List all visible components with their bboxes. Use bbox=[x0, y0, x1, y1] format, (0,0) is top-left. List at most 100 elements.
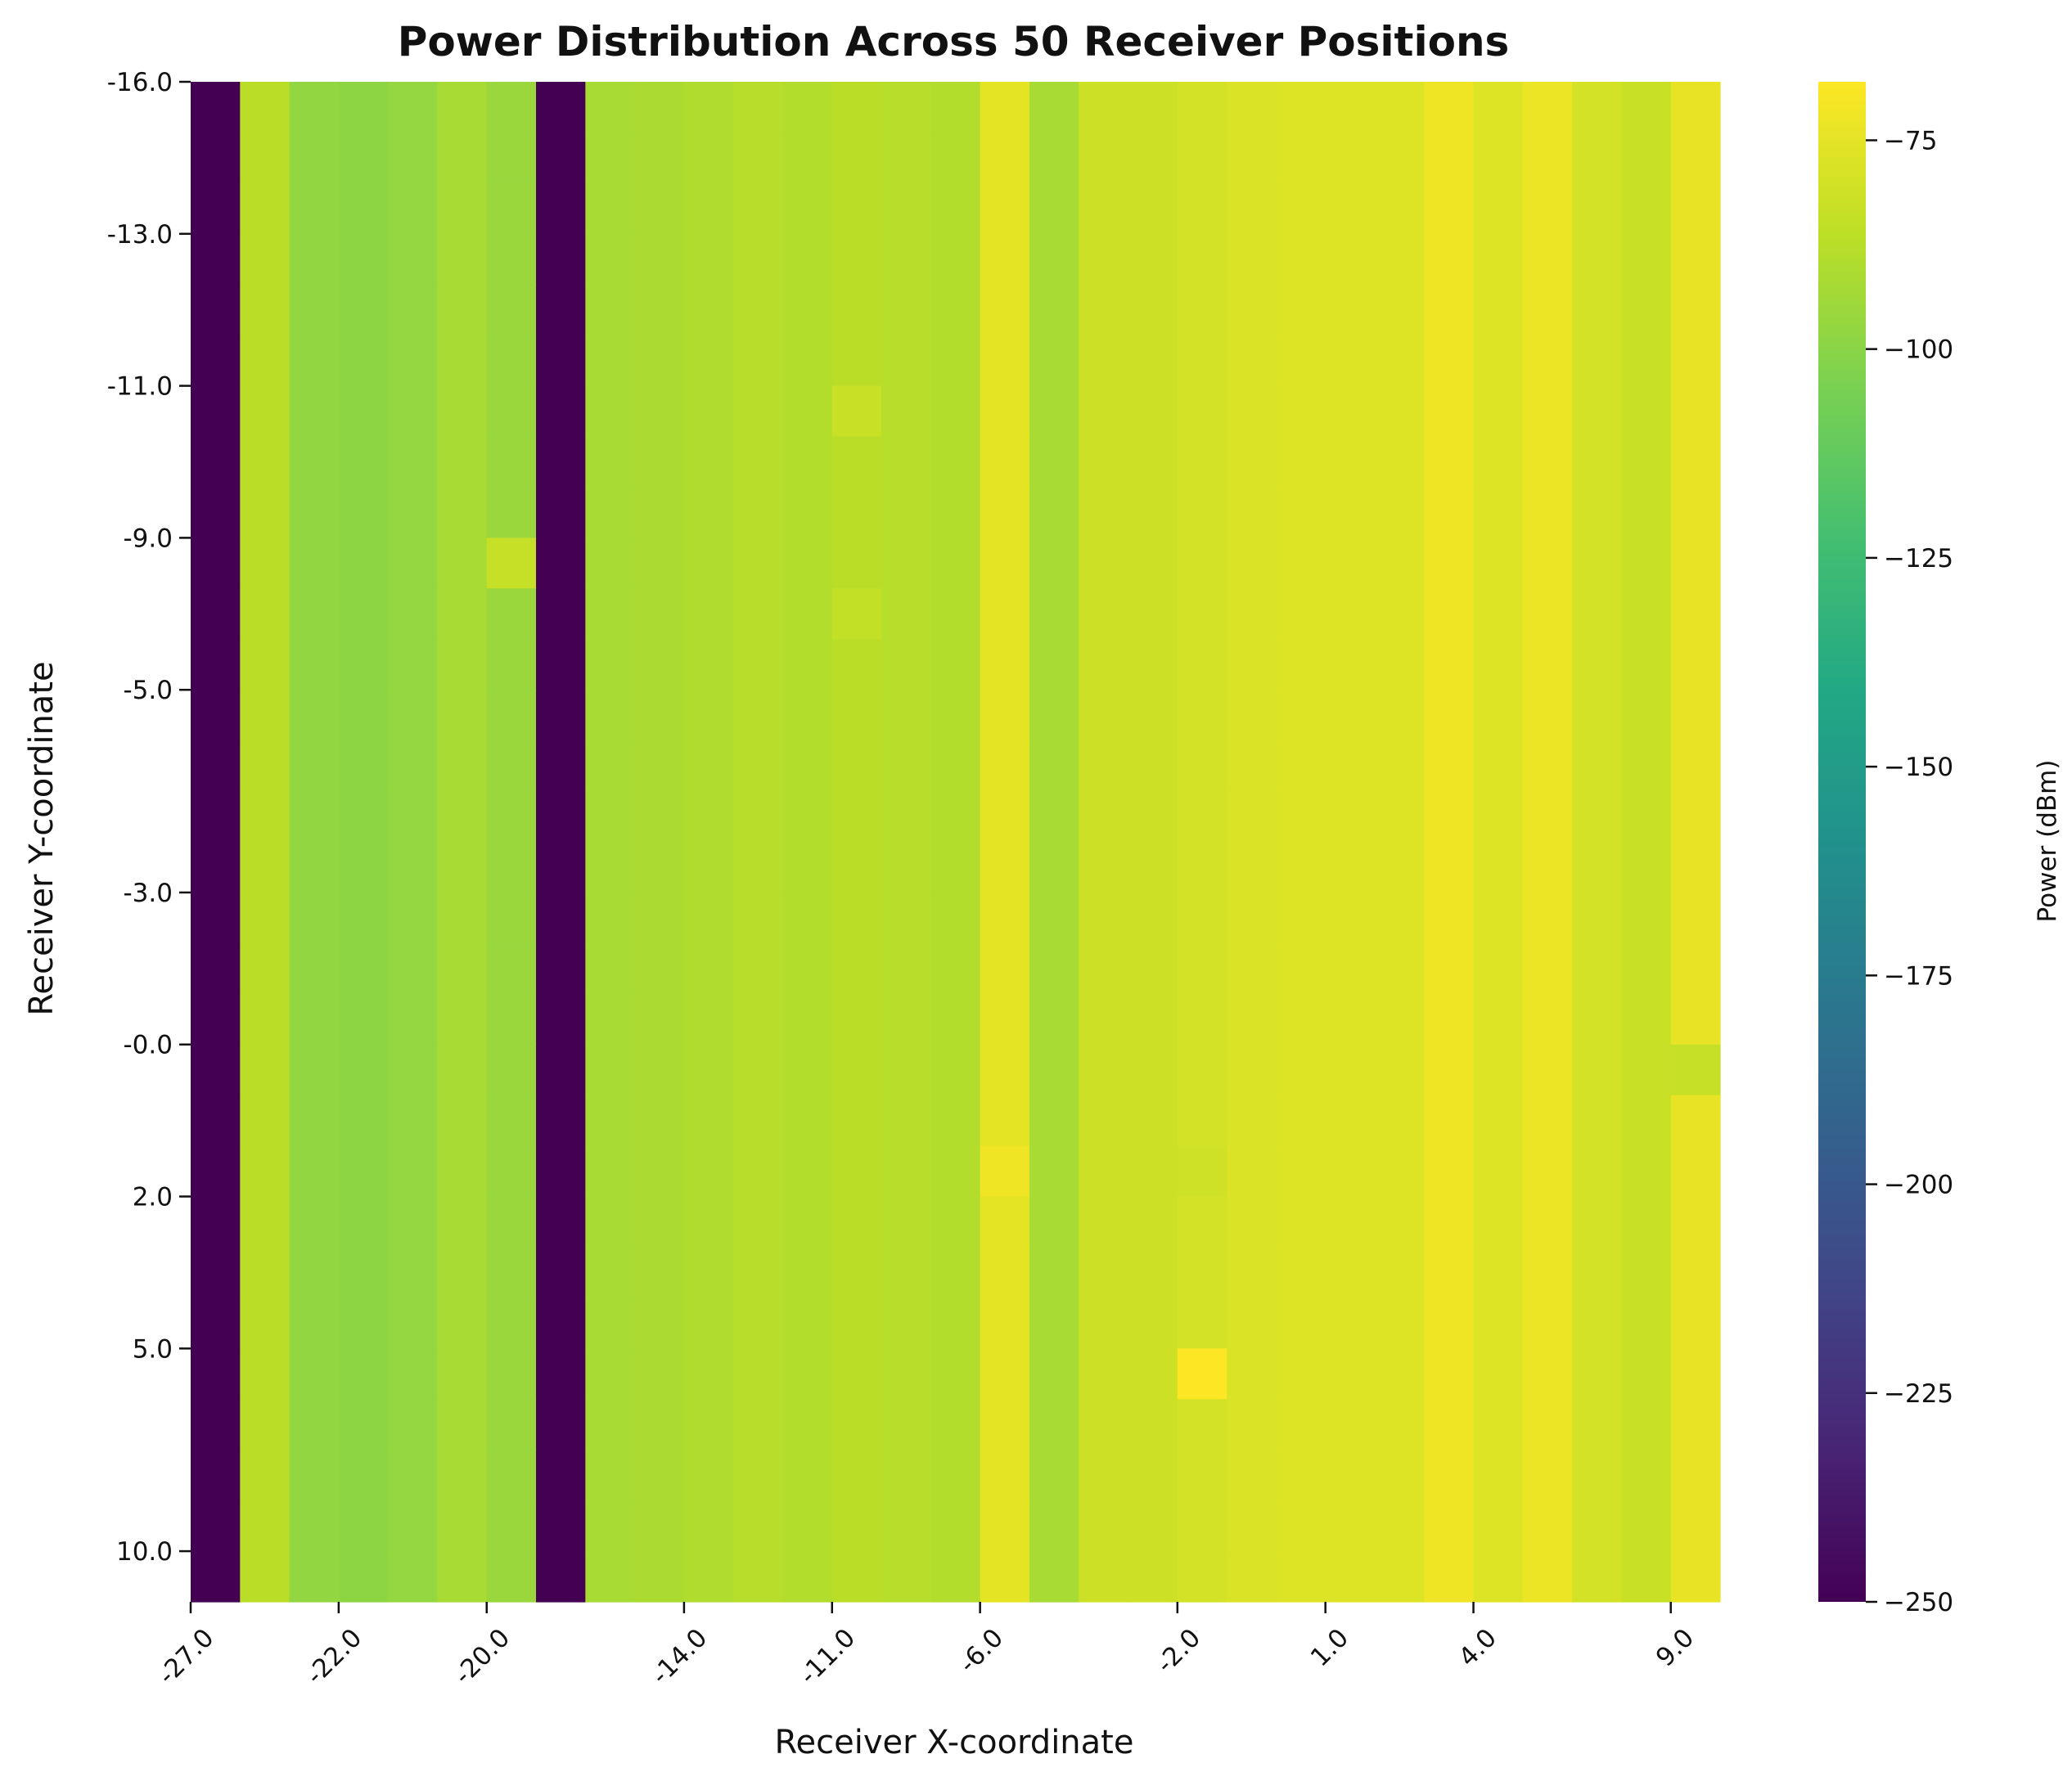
heatmap-cell bbox=[1276, 1450, 1327, 1501]
heatmap-cell bbox=[831, 132, 882, 184]
heatmap-cell bbox=[191, 1399, 241, 1450]
heatmap-cell bbox=[1473, 588, 1524, 640]
heatmap-cell bbox=[1325, 284, 1376, 336]
heatmap-cell bbox=[1227, 537, 1277, 589]
heatmap-cell bbox=[733, 385, 784, 438]
heatmap-cell bbox=[831, 487, 882, 538]
heatmap-cell bbox=[191, 942, 241, 995]
heatmap-cell bbox=[1621, 842, 1672, 893]
heatmap-cell bbox=[1572, 1145, 1623, 1198]
heatmap-cell bbox=[881, 1044, 931, 1096]
heatmap-cell bbox=[1374, 1500, 1425, 1552]
heatmap-cell bbox=[1621, 993, 1672, 1046]
heatmap-cell bbox=[1325, 1247, 1376, 1298]
heatmap-cell bbox=[1374, 284, 1425, 336]
x-tick-label: 9.0 bbox=[1651, 1623, 1700, 1672]
heatmap-cell bbox=[486, 1348, 537, 1400]
heatmap-cell bbox=[1325, 1500, 1376, 1552]
heatmap-cell bbox=[1473, 740, 1524, 792]
heatmap-cell bbox=[1670, 132, 1721, 184]
heatmap-cell bbox=[1621, 436, 1672, 488]
heatmap-cell bbox=[1621, 791, 1672, 843]
heatmap-cell bbox=[1325, 335, 1376, 387]
heatmap-cell bbox=[338, 1298, 389, 1349]
heatmap-cell bbox=[1424, 892, 1475, 944]
heatmap-cell bbox=[1029, 639, 1079, 690]
heatmap-cell bbox=[1029, 1500, 1079, 1552]
colorbar-tick-label: −225 bbox=[1884, 1379, 1953, 1409]
heatmap-cell bbox=[1522, 690, 1573, 741]
heatmap-cell bbox=[1325, 1298, 1376, 1349]
heatmap-cell bbox=[289, 588, 340, 640]
heatmap-cell bbox=[1473, 690, 1524, 741]
heatmap-cell bbox=[289, 842, 340, 893]
heatmap-cell bbox=[486, 1145, 537, 1198]
heatmap-cell bbox=[289, 1298, 340, 1349]
heatmap-cell bbox=[733, 842, 784, 893]
heatmap-cell bbox=[1621, 1196, 1672, 1248]
heatmap-cell bbox=[486, 1095, 537, 1147]
heatmap-cell bbox=[831, 1399, 882, 1450]
heatmap-cell bbox=[191, 892, 241, 944]
heatmap-cell bbox=[1029, 1551, 1079, 1603]
heatmap-cell bbox=[486, 385, 537, 438]
heatmap-cell bbox=[683, 588, 734, 640]
heatmap-cell bbox=[585, 1500, 636, 1552]
heatmap-cell bbox=[437, 740, 488, 792]
x-axis-label: Receiver X-coordinate bbox=[775, 1724, 1134, 1761]
heatmap-cell bbox=[930, 842, 981, 893]
heatmap-cell bbox=[1128, 842, 1178, 893]
heatmap-cell bbox=[1029, 1399, 1079, 1450]
heatmap-cell bbox=[388, 1348, 439, 1400]
heatmap-cell bbox=[980, 132, 1030, 184]
heatmap-cell bbox=[733, 1145, 784, 1198]
heatmap-cell bbox=[980, 791, 1030, 843]
heatmap-cell bbox=[388, 1247, 439, 1298]
heatmap-cell bbox=[1227, 993, 1277, 1046]
heatmap-cell bbox=[733, 487, 784, 538]
heatmap-cell bbox=[1374, 132, 1425, 184]
heatmap-cell bbox=[1079, 284, 1129, 336]
colorbar-tick-label: −150 bbox=[1884, 753, 1953, 782]
heatmap-cell bbox=[1424, 1095, 1475, 1147]
heatmap-cell bbox=[191, 385, 241, 438]
heatmap-cell bbox=[980, 82, 1030, 133]
heatmap-cell bbox=[1621, 1145, 1672, 1198]
heatmap-cell bbox=[437, 1196, 488, 1248]
heatmap-cell bbox=[1522, 1551, 1573, 1603]
heatmap-cell bbox=[980, 537, 1030, 589]
heatmap-cell bbox=[1621, 82, 1672, 133]
heatmap-cell bbox=[437, 942, 488, 995]
heatmap-cell bbox=[1522, 1095, 1573, 1147]
heatmap-cell bbox=[930, 436, 981, 488]
heatmap-cell bbox=[1029, 1095, 1079, 1147]
heatmap-cell bbox=[388, 892, 439, 944]
colorbar-tick-label: −75 bbox=[1884, 126, 1937, 155]
heatmap-cell bbox=[338, 335, 389, 387]
heatmap-cell bbox=[1621, 942, 1672, 995]
heatmap-cell bbox=[1227, 233, 1277, 286]
heatmap-cell bbox=[1079, 233, 1129, 286]
heatmap-cell bbox=[486, 588, 537, 640]
heatmap-cell bbox=[536, 791, 586, 843]
heatmap-cell bbox=[191, 1247, 241, 1298]
heatmap-cell bbox=[831, 791, 882, 843]
heatmap-cell bbox=[1079, 82, 1129, 133]
heatmap-cell bbox=[1374, 892, 1425, 944]
heatmap-cell bbox=[1473, 1399, 1524, 1450]
heatmap-cell bbox=[1621, 233, 1672, 286]
heatmap-cell bbox=[240, 1348, 291, 1400]
heatmap-cell bbox=[1177, 1095, 1227, 1147]
heatmap-cell bbox=[1374, 791, 1425, 843]
heatmap-cell bbox=[1325, 1551, 1376, 1603]
heatmap-cell bbox=[1374, 1450, 1425, 1501]
heatmap-cell bbox=[388, 1145, 439, 1198]
heatmap-cell bbox=[1522, 1298, 1573, 1349]
heatmap-cell bbox=[980, 1247, 1030, 1298]
heatmap-cell bbox=[1276, 233, 1327, 286]
x-tick-label: -6.0 bbox=[953, 1623, 1009, 1679]
heatmap-cell bbox=[289, 892, 340, 944]
heatmap-cell bbox=[240, 233, 291, 286]
x-tick-label: -22.0 bbox=[300, 1623, 367, 1690]
